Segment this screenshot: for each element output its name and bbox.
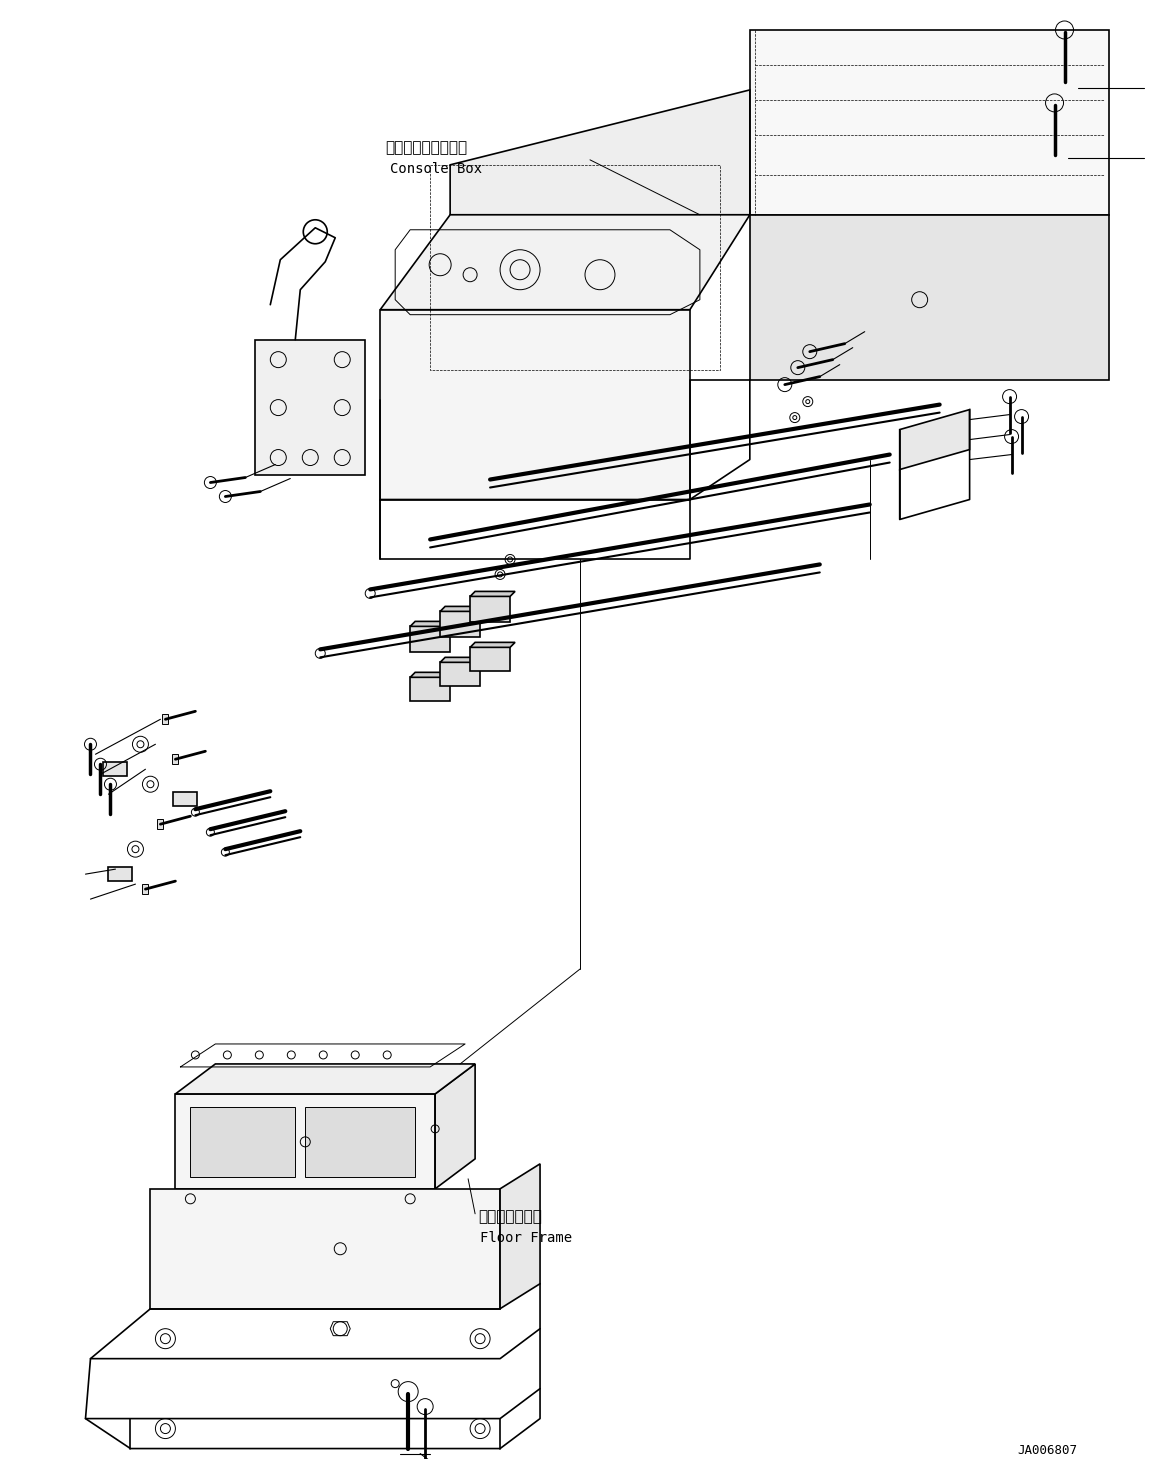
Polygon shape xyxy=(380,215,750,310)
Text: Console Box: Console Box xyxy=(391,162,483,175)
Polygon shape xyxy=(900,410,970,470)
Polygon shape xyxy=(305,1107,415,1177)
Polygon shape xyxy=(142,885,149,894)
Polygon shape xyxy=(470,596,511,622)
Polygon shape xyxy=(440,606,485,612)
Polygon shape xyxy=(380,310,690,499)
Polygon shape xyxy=(440,657,485,663)
Polygon shape xyxy=(411,677,450,701)
Polygon shape xyxy=(157,819,164,829)
Polygon shape xyxy=(104,762,128,777)
Polygon shape xyxy=(256,340,365,474)
Polygon shape xyxy=(750,215,1110,380)
Polygon shape xyxy=(176,1094,435,1188)
Text: Floor Frame: Floor Frame xyxy=(480,1231,572,1245)
Polygon shape xyxy=(150,1188,500,1308)
Polygon shape xyxy=(470,647,511,672)
Polygon shape xyxy=(470,591,515,596)
Polygon shape xyxy=(411,626,450,653)
Polygon shape xyxy=(440,612,480,638)
Polygon shape xyxy=(176,1064,476,1094)
Polygon shape xyxy=(440,663,480,686)
Polygon shape xyxy=(750,31,1110,215)
Polygon shape xyxy=(172,755,178,764)
Polygon shape xyxy=(191,1107,295,1177)
Polygon shape xyxy=(411,622,455,626)
Polygon shape xyxy=(500,1164,540,1308)
Polygon shape xyxy=(108,867,133,882)
Text: JA006807: JA006807 xyxy=(1018,1444,1078,1457)
Polygon shape xyxy=(470,642,515,647)
Polygon shape xyxy=(435,1064,476,1188)
Text: フロアフレーム: フロアフレーム xyxy=(478,1209,542,1223)
Polygon shape xyxy=(450,91,750,215)
Polygon shape xyxy=(163,714,169,724)
Polygon shape xyxy=(173,793,198,806)
Polygon shape xyxy=(411,673,455,677)
Text: コンソールボックス: コンソールボックス xyxy=(385,140,468,155)
